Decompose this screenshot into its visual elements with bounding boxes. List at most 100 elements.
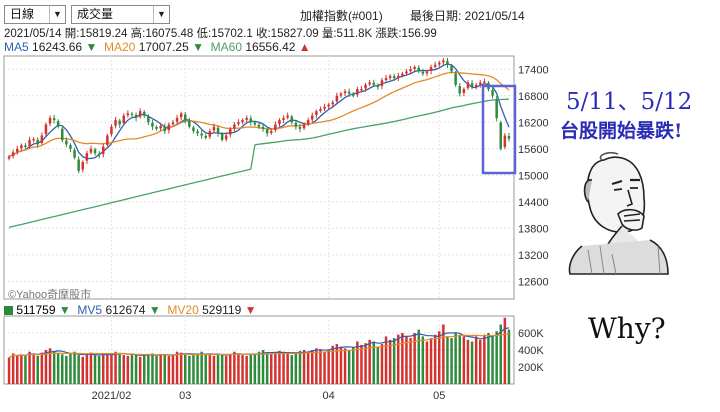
candle-body: [302, 124, 306, 129]
volume-bar: [487, 333, 490, 384]
candle-body: [216, 127, 220, 134]
price-panel-frame: [3, 55, 515, 300]
period-select[interactable]: 日線 ▼: [4, 5, 66, 24]
volume-bar: [278, 350, 281, 384]
volume-bar: [114, 351, 117, 384]
candle-body: [483, 81, 486, 83]
candle-body: [405, 71, 408, 74]
volume-bar: [89, 352, 93, 384]
volume-bar: [175, 351, 179, 384]
candle-body: [241, 120, 244, 122]
volume-tick-label: 200K: [518, 362, 544, 374]
volume-legend: 511759 ▼ MV5 612674 ▼ MV20 529119 ▼: [4, 303, 256, 317]
volume-bar: [286, 353, 289, 384]
candle-body: [417, 67, 420, 72]
volume-bar: [442, 324, 445, 384]
candle-body: [315, 111, 318, 115]
candle-body: [388, 75, 392, 78]
volume-bar: [302, 350, 306, 384]
candle-body: [204, 135, 207, 138]
quote-high: 高:16075.48: [130, 28, 194, 40]
index-name: 加權指數(#001): [300, 9, 383, 23]
volume-bar: [200, 351, 203, 384]
volume-bar: [364, 343, 367, 384]
volume-bar: [401, 333, 404, 384]
candle-body: [278, 120, 281, 124]
volume-bar: [184, 354, 187, 385]
axes: 17400 16800 16200 15600 15000 14400 13800 13200…: [92, 64, 549, 402]
volume-bar: [507, 329, 511, 384]
candle-body: [491, 90, 494, 96]
volume-bar: [147, 354, 150, 385]
volume-tick-label: 400K: [518, 345, 544, 357]
volume-swatch: [4, 306, 13, 316]
candle-body: [126, 113, 130, 116]
annotation-headline: 台股開始暴跌!: [560, 120, 683, 142]
volume-bar: [192, 355, 195, 384]
volume-bar: [134, 355, 138, 384]
volume-bar: [249, 354, 252, 385]
candle-body: [16, 148, 19, 152]
volume-bar: [417, 329, 420, 384]
candle-body: [466, 82, 470, 89]
indicator-select[interactable]: 成交量 ▼: [71, 5, 170, 24]
x-tick-label: 04: [323, 390, 335, 402]
volume-bar: [216, 353, 220, 384]
chevron-down-icon[interactable]: ▼: [49, 6, 65, 23]
candle-body: [224, 135, 228, 140]
volume-bar: [163, 354, 166, 385]
volume-bar: [274, 352, 277, 384]
candle-body: [339, 93, 343, 96]
candle-body: [89, 148, 93, 153]
volume-bar: [126, 355, 130, 384]
volume-bar: [421, 336, 425, 384]
volume-bar: [7, 357, 11, 384]
volume-bar: [11, 353, 15, 384]
price-tick-label: 16800: [518, 91, 549, 103]
candle-body: [171, 122, 175, 125]
candle-body: [143, 111, 146, 116]
candle-body: [245, 117, 248, 120]
candle-body: [220, 134, 224, 140]
volume-bar: [294, 352, 298, 384]
candle-body: [212, 126, 216, 131]
volume-bar: [97, 355, 101, 384]
period-select-value: 日線: [10, 7, 35, 21]
ma20-legend: MA20 17007.25 ▼: [104, 40, 204, 54]
volume-bar: [438, 331, 441, 384]
candle-body: [36, 139, 39, 145]
price-tick-label: 15000: [518, 170, 549, 182]
candle-body: [257, 124, 261, 127]
candle-body: [69, 145, 72, 149]
price-tick-label: 13800: [518, 223, 549, 235]
volume-bar: [483, 334, 486, 384]
grid: [4, 56, 514, 384]
volume-bar: [380, 344, 384, 384]
volume-bar: [245, 355, 248, 384]
candle-body: [446, 61, 449, 65]
volume-bar: [343, 348, 347, 384]
volume-bar: [81, 356, 84, 384]
volume-bar: [491, 336, 494, 384]
quote-change: 漲跌:156.99: [375, 28, 437, 40]
candle-body: [134, 114, 138, 118]
volume-bars: [7, 317, 511, 385]
volume-bar: [298, 350, 302, 384]
candle-body: [81, 162, 84, 170]
candle-body: [368, 82, 371, 85]
volume-bar: [347, 350, 351, 384]
chevron-down-icon[interactable]: ▼: [153, 6, 169, 23]
candle-body: [159, 125, 162, 129]
candle-body: [188, 121, 191, 127]
candle-body: [28, 139, 31, 146]
volume-bar: [368, 339, 371, 384]
ma5-legend: MA5 16243.66 ▼: [4, 40, 98, 54]
candle-body: [335, 95, 339, 102]
candle-body: [364, 84, 367, 89]
candle-body: [306, 120, 310, 124]
volume-bar: [270, 354, 273, 385]
volume-bar: [397, 334, 400, 384]
volume-bar: [470, 341, 474, 384]
quote-amount: 量:511.8K: [321, 28, 373, 40]
